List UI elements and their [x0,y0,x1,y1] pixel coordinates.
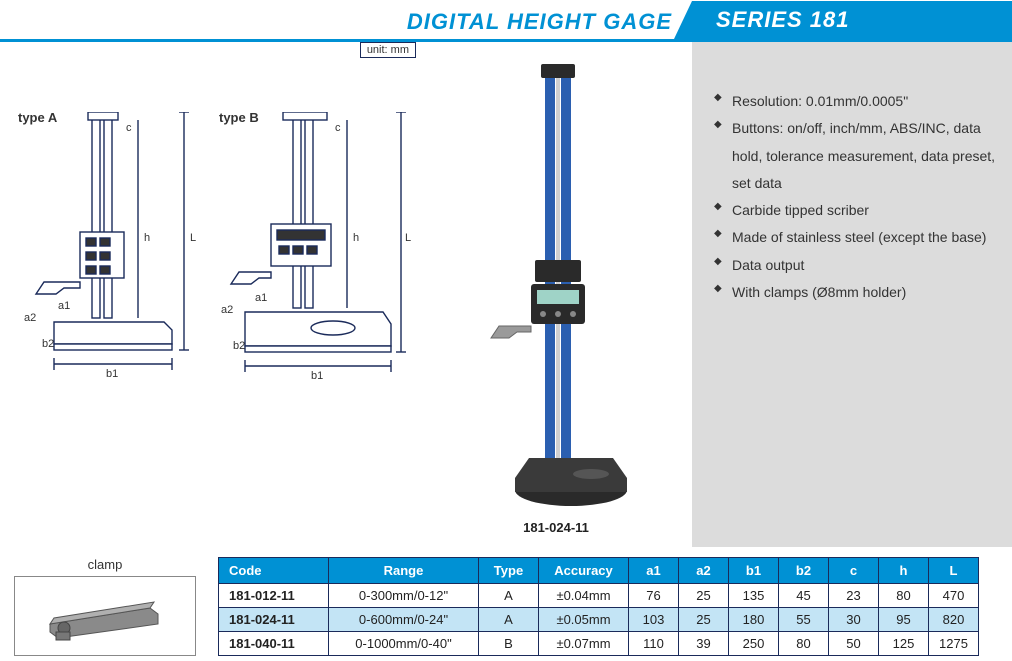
feature-item: Carbide tipped scriber [714,197,1002,224]
table-row: 181-024-11 0-600mm/0-24" A ±0.05mm 103 2… [219,608,979,632]
cell: 0-600mm/0-24" [329,608,479,632]
cell: 55 [779,608,829,632]
table-row: 181-012-11 0-300mm/0-12" A ±0.04mm 76 25… [219,584,979,608]
cell: 45 [779,584,829,608]
clamp-svg [30,586,180,646]
dim-L-a: L [190,232,196,244]
cell: 25 [679,584,729,608]
table-body: 181-012-11 0-300mm/0-12" A ±0.04mm 76 25… [219,584,979,656]
dim-c-b: c [335,122,341,134]
diagram-type-b: type B [215,82,410,392]
col-a2: a2 [679,558,729,584]
cell: 39 [679,632,729,656]
dim-b2-b: b2 [233,340,245,352]
dim-a1-a: a1 [58,300,70,312]
dim-h-b: h [353,232,359,244]
dim-a1-b: a1 [255,292,267,304]
cell: ±0.04mm [539,584,629,608]
cell: 180 [729,608,779,632]
cell: 125 [879,632,929,656]
cell: 181-012-11 [219,584,329,608]
cell: 103 [629,608,679,632]
col-a1: a1 [629,558,679,584]
main-content: unit: mm type A [0,42,1012,547]
cell: 181-040-11 [219,632,329,656]
cell: 76 [629,584,679,608]
product-photo-area: 181-024-11 [420,42,692,547]
feature-item: Resolution: 0.01mm/0.0005" [714,88,1002,115]
col-b1: b1 [729,558,779,584]
feature-item: Buttons: on/off, inch/mm, ABS/INC, data … [714,115,1002,197]
cell: 250 [729,632,779,656]
cell: 95 [879,608,929,632]
col-L: L [929,558,979,584]
cell: A [479,584,539,608]
feature-item: Data output [714,252,1002,279]
cell: 80 [879,584,929,608]
type-a-svg [14,112,209,392]
cell: 110 [629,632,679,656]
unit-label: unit: mm [360,42,416,58]
dim-b2-a: b2 [42,338,54,350]
cell: 1275 [929,632,979,656]
diagram-type-a: type A [14,82,209,392]
dim-h-a: h [144,232,150,244]
col-b2: b2 [779,558,829,584]
dim-a2-b: a2 [221,304,233,316]
dimension-diagrams: unit: mm type A [0,42,420,547]
cell: 80 [779,632,829,656]
cell: A [479,608,539,632]
bottom-row: clamp Code Range Type Accuracy a1 a2 b1 [0,547,1012,656]
cell: 0-1000mm/0-40" [329,632,479,656]
clamp-label: clamp [14,557,196,572]
cell: 23 [829,584,879,608]
cell: 820 [929,608,979,632]
cell: 181-024-11 [219,608,329,632]
col-code: Code [219,558,329,584]
features-panel: Resolution: 0.01mm/0.0005" Buttons: on/o… [692,42,1012,547]
cell: 25 [679,608,729,632]
dim-b1-b: b1 [311,370,323,382]
page-header: DIGITAL HEIGHT GAGE SERIES 181 [0,0,1012,42]
spec-table: Code Range Type Accuracy a1 a2 b1 b2 c h… [218,557,979,656]
height-gage-illustration [481,60,631,510]
features-list: Resolution: 0.01mm/0.0005" Buttons: on/o… [714,88,1002,306]
dim-b1-a: b1 [106,368,118,380]
cell: 50 [829,632,879,656]
table-header-row: Code Range Type Accuracy a1 a2 b1 b2 c h… [219,558,979,584]
dim-L-b: L [405,232,411,244]
col-c: c [829,558,879,584]
model-number: 181-024-11 [523,520,589,535]
product-title: DIGITAL HEIGHT GAGE [407,9,672,34]
cell: 30 [829,608,879,632]
clamp-area: clamp [14,557,196,656]
series-label: SERIES 181 [716,7,850,32]
dim-c-a: c [126,122,132,134]
cell: 0-300mm/0-12" [329,584,479,608]
cell: 470 [929,584,979,608]
table-row: 181-040-11 0-1000mm/0-40" B ±0.07mm 110 … [219,632,979,656]
cell: 135 [729,584,779,608]
dim-a2-a: a2 [24,312,36,324]
cell: B [479,632,539,656]
col-type: Type [479,558,539,584]
col-accuracy: Accuracy [539,558,629,584]
feature-item: With clamps (Ø8mm holder) [714,279,1002,306]
cell: ±0.05mm [539,608,629,632]
cell: ±0.07mm [539,632,629,656]
clamp-illustration [14,576,196,656]
header-left: DIGITAL HEIGHT GAGE [0,9,692,39]
series-badge: SERIES 181 [692,1,1012,39]
feature-item: Made of stainless steel (except the base… [714,224,1002,251]
col-range: Range [329,558,479,584]
col-h: h [879,558,929,584]
